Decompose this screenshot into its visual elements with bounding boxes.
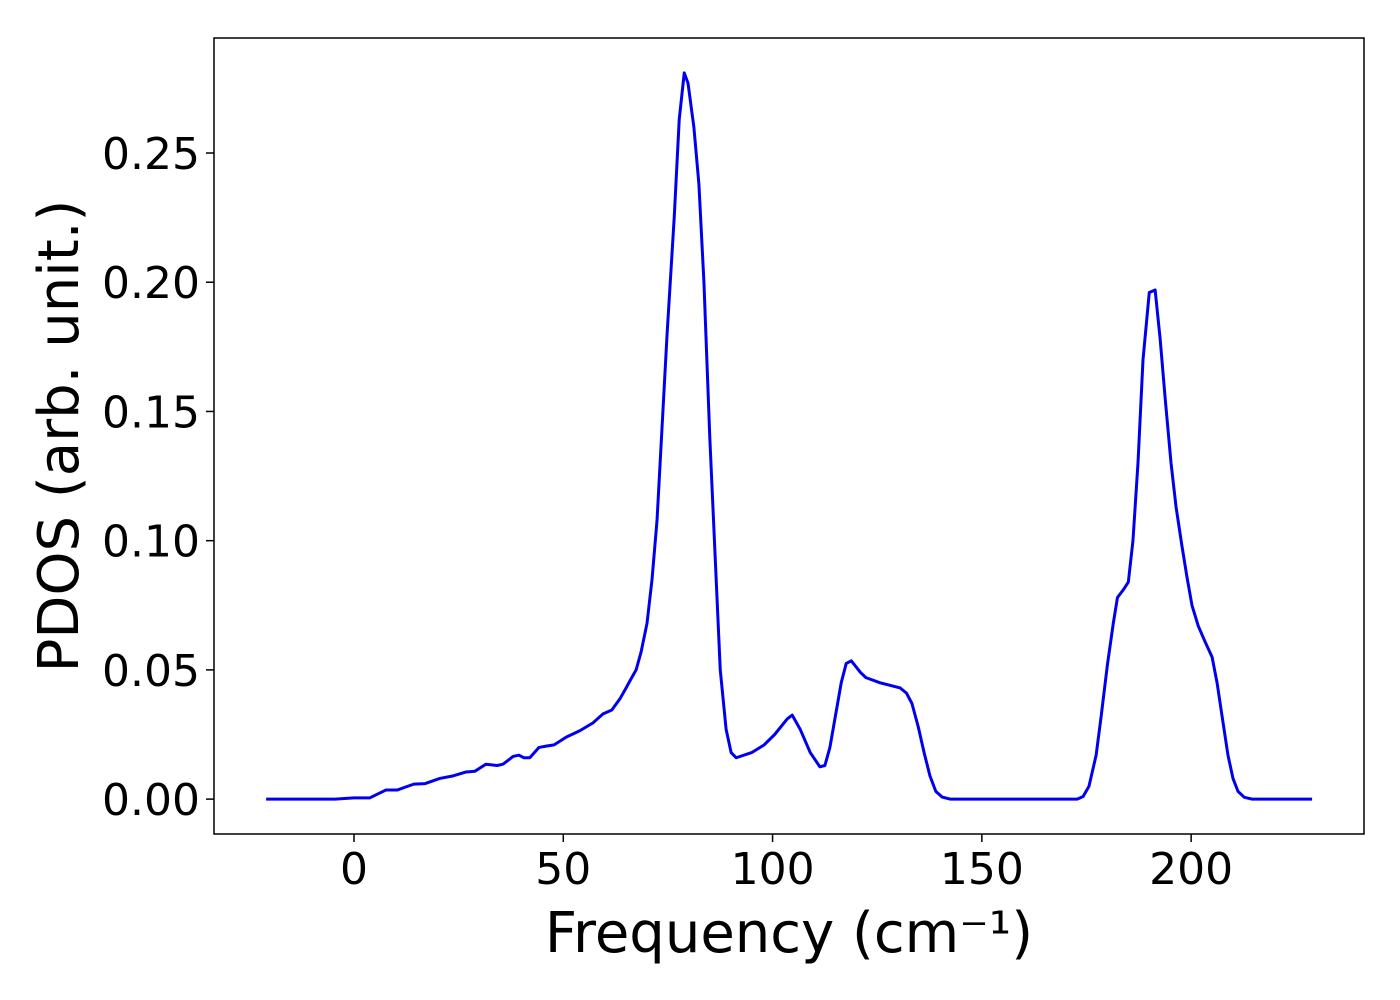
data-line: [266, 71, 1313, 801]
x-tick-label: 150: [940, 844, 1024, 895]
x-tick-label: 0: [340, 844, 368, 895]
x-tick-label: 50: [535, 844, 591, 895]
plot-frame: [213, 37, 1365, 835]
y-tick-label: 0.00: [102, 775, 200, 826]
x-tick-label: 200: [1149, 844, 1233, 895]
x-tick-label: 100: [731, 844, 815, 895]
y-tick-label: 0.05: [102, 646, 200, 697]
y-axis-label: PDOS (arb. unit.): [27, 200, 92, 673]
y-tick-label: 0.10: [102, 517, 200, 568]
y-tick-label: 0.25: [102, 129, 200, 180]
x-axis-label: Frequency (cm⁻¹): [545, 901, 1033, 966]
y-tick-label: 0.20: [102, 258, 200, 309]
y-tick-label: 0.15: [102, 387, 200, 438]
